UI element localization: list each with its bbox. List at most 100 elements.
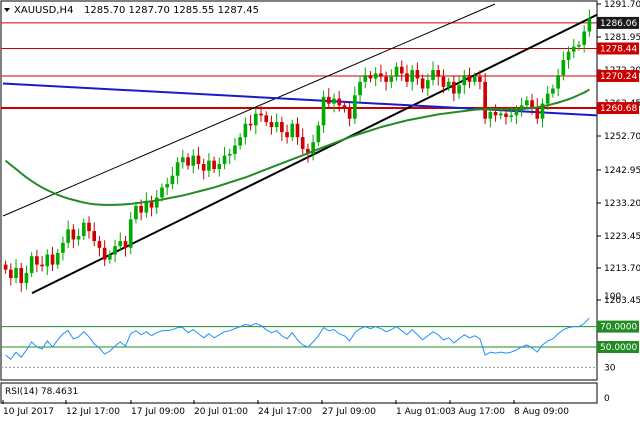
x-tick-label: 8 Aug 09:00	[514, 407, 569, 417]
candle-body	[321, 96, 326, 126]
candle-body	[186, 157, 190, 166]
candle-body	[191, 155, 196, 166]
y-tick-label: 1223.45	[604, 232, 640, 242]
candle-body	[248, 123, 253, 126]
candle-body	[472, 76, 477, 82]
triangle-down-icon[interactable]	[4, 8, 10, 12]
candle-body	[436, 70, 441, 77]
candle-body	[410, 70, 414, 82]
candle-body	[24, 272, 29, 284]
main-plot-layer	[1, 3, 598, 295]
price-label-box-1	[597, 16, 639, 29]
candle-body	[128, 219, 133, 248]
candle-body	[66, 229, 70, 243]
candle-body	[587, 18, 592, 32]
candle-body	[478, 76, 482, 82]
candle-body	[280, 122, 284, 133]
candle-body	[498, 113, 503, 116]
candle-body	[222, 155, 227, 164]
candle-body	[35, 256, 39, 265]
candle-body	[295, 123, 300, 138]
candle-body	[530, 100, 534, 107]
candle-body	[14, 267, 18, 279]
candle-body	[535, 106, 540, 119]
candle-body	[139, 205, 143, 213]
candle-body	[19, 267, 24, 284]
candle-body	[144, 200, 149, 213]
candle-body	[488, 112, 493, 119]
y-tick-label: 1213.70	[604, 264, 640, 274]
candle-body	[332, 98, 336, 104]
candle-body	[514, 110, 519, 116]
candle-body	[113, 246, 117, 255]
ohlc-readout: 1285.70 1287.70 1285.55 1287.45	[84, 5, 259, 16]
candle-body	[259, 113, 263, 116]
candle-body	[519, 105, 524, 111]
candle-body	[462, 75, 467, 86]
x-tick-label: 27 Jul 09:00	[322, 407, 376, 417]
candle-body	[347, 108, 352, 119]
x-tick-label: 3 Aug 17:00	[450, 407, 505, 417]
candle-body	[353, 95, 357, 119]
candle-body	[170, 175, 175, 185]
candle-body	[154, 197, 159, 208]
candle-body	[368, 75, 373, 79]
candle-body	[92, 231, 97, 242]
x-tick-label: 20 Jul 01:00	[194, 407, 248, 417]
candle-body	[71, 229, 76, 240]
candle-body	[316, 125, 321, 143]
candle-body	[274, 122, 279, 128]
candle-body	[504, 113, 508, 118]
candle-body	[394, 66, 399, 77]
candle-body	[243, 123, 248, 138]
candle-body	[76, 236, 81, 240]
rsi-plot-layer	[1, 317, 597, 368]
candle-body	[149, 200, 154, 208]
candle-body	[483, 81, 487, 119]
candle-body	[227, 153, 232, 156]
candle-body	[582, 31, 587, 45]
candle-body	[545, 93, 550, 104]
y-tick-label: 1291.70	[604, 0, 640, 10]
x-tick-label: 12 Jul 17:00	[66, 407, 120, 417]
candle-body	[165, 184, 170, 188]
candle-body	[379, 73, 383, 77]
rsi-plot-frame	[0, 382, 598, 404]
candle-body	[493, 112, 498, 116]
candle-body	[108, 254, 112, 260]
x-tick-label: 1 Aug 01:00	[396, 407, 451, 417]
candle-body	[181, 157, 185, 163]
candle-body	[467, 75, 472, 82]
symbol-title: XAUUSD,H4	[14, 5, 73, 16]
candle-body	[269, 122, 274, 128]
x-tick-label: 10 Jul 2017	[3, 407, 54, 417]
price-label-text-4: 1260.68	[600, 104, 637, 114]
rsi-line	[5, 317, 590, 360]
candle-body	[123, 241, 128, 248]
price-label-box-3	[597, 69, 639, 82]
y-tick-label: 1233.20	[604, 199, 640, 209]
candle-body	[363, 75, 368, 82]
candle-body	[196, 155, 201, 164]
candle-body	[415, 70, 420, 79]
candle-body	[238, 137, 242, 146]
candle-body	[207, 160, 211, 171]
candle-body	[306, 148, 310, 154]
price-label-text-1: 1286.06	[600, 19, 637, 29]
candle-body	[509, 115, 514, 118]
candle-body	[551, 88, 555, 94]
candle-body	[3, 264, 8, 270]
candle-body	[326, 96, 331, 104]
candle-body	[405, 73, 409, 82]
price-label-text-3: 1270.24	[600, 72, 637, 82]
candle-body	[8, 269, 13, 279]
price-label-box-2	[597, 42, 639, 55]
candle-body	[420, 78, 425, 89]
candle-body	[175, 162, 180, 176]
candle-body	[431, 70, 435, 81]
rsi-level-label: 50.0000	[600, 343, 637, 353]
candle-body	[45, 254, 50, 267]
candle-body	[81, 222, 86, 237]
